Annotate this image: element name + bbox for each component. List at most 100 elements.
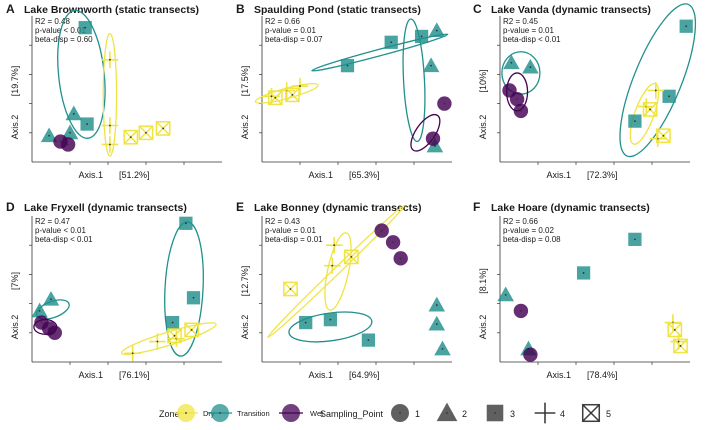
- center-dot: [333, 244, 336, 247]
- boxed-x-frame: [155, 121, 171, 136]
- triangle-marker: [65, 105, 83, 121]
- stat-line: beta-disp = 0.08: [503, 235, 561, 244]
- center-dot: [69, 131, 71, 134]
- panel-letter: A: [6, 2, 15, 16]
- point-transition-sp3: [186, 291, 201, 305]
- point-dry-sp5: [667, 322, 683, 338]
- center-dot: [582, 272, 585, 274]
- point-dry-sp5: [285, 87, 300, 103]
- center-dot: [59, 140, 62, 143]
- center-dot: [129, 136, 132, 139]
- point-transition-sp2: [428, 22, 446, 38]
- center-dot: [516, 98, 518, 101]
- boxed-x-frame: [667, 322, 683, 338]
- point-transition-sp3: [576, 266, 591, 280]
- legend-sampling-4: 4: [534, 402, 565, 424]
- stat-line: R2 = 0.43: [265, 217, 300, 226]
- center-dot: [504, 293, 507, 296]
- panel-letter: E: [236, 200, 244, 214]
- x-axis-percent: [72.3%]: [587, 170, 618, 180]
- boxed-x-frame: [184, 322, 199, 338]
- center-dot: [289, 288, 292, 290]
- triangle-marker: [40, 127, 58, 143]
- ellipse-dry: [120, 322, 217, 356]
- y-axis-percent: [10%]: [478, 69, 488, 92]
- ellipse-dry: [324, 232, 352, 311]
- point-transition-sp2: [31, 302, 48, 318]
- point-transition-sp2: [522, 58, 539, 74]
- boxed-x-frame: [642, 102, 658, 117]
- point-transition-sp3: [340, 59, 355, 73]
- triangle-marker: [522, 58, 539, 74]
- point-dry-sp5: [283, 281, 298, 297]
- panel-letter: F: [473, 200, 480, 214]
- center-dot: [48, 134, 50, 137]
- y-axis-percent: [12.7%]: [240, 266, 250, 297]
- center-dot: [399, 412, 401, 414]
- point-transition-sp3: [679, 19, 693, 33]
- point-dry-sp5: [184, 322, 199, 338]
- panel-title: Lake Fryxell (dynamic transects): [24, 202, 187, 214]
- center-dot: [329, 318, 332, 321]
- point-dry-sp5: [673, 338, 688, 354]
- plot-area: [500, 216, 690, 362]
- ellipse-dry: [102, 32, 118, 157]
- point-transition-sp3: [78, 21, 92, 35]
- stat-line: beta-disp = 0.07: [265, 35, 323, 44]
- x-axis-percent: [64.9%]: [349, 370, 380, 380]
- point-wet-sp1: [437, 96, 452, 111]
- ellipse-transition: [402, 18, 426, 143]
- stat-line: p-value = 0.01: [265, 26, 316, 35]
- center-dot: [304, 321, 307, 324]
- center-dot: [677, 340, 680, 343]
- triangle-marker: [428, 296, 446, 312]
- point-transition-sp2: [503, 54, 520, 70]
- triangle-marker: [428, 315, 446, 331]
- point-transition-sp2: [40, 127, 58, 143]
- center-dot: [430, 64, 432, 67]
- point-transition-sp2: [434, 340, 451, 356]
- legend-zone-title: Zone: [159, 409, 180, 419]
- boxed-x-frame: [138, 125, 154, 141]
- center-dot: [367, 339, 370, 341]
- triangle-marker: [503, 54, 520, 70]
- point-dry-sp4: [291, 77, 309, 95]
- center-dot: [634, 120, 636, 123]
- point-wet-sp1: [385, 235, 401, 250]
- point-transition-sp2: [42, 290, 60, 306]
- center-dot: [38, 310, 41, 312]
- stat-line: R2 = 0.48: [35, 17, 70, 26]
- x-axis-label: Axis.1: [546, 170, 571, 180]
- point-transition-sp3: [179, 216, 193, 230]
- boxed-x-frame: [673, 338, 688, 354]
- panel-title: Spaulding Pond (static transects): [254, 4, 421, 16]
- point-wet-sp1: [374, 223, 389, 238]
- center-dot: [435, 29, 438, 32]
- center-dot: [685, 25, 688, 28]
- x-axis-percent: [78.4%]: [587, 370, 618, 380]
- point-transition-sp3: [628, 232, 642, 246]
- panel-title: Lake Bonney (dynamic transects): [254, 202, 421, 214]
- panel-letter: B: [236, 2, 245, 16]
- point-dry-sp4: [324, 257, 341, 274]
- point-wet-sp1: [513, 303, 529, 319]
- center-dot: [654, 89, 657, 92]
- center-dot: [331, 264, 334, 267]
- stat-line: beta-disp = 0.01: [265, 235, 323, 244]
- legend-sampling-label: 2: [462, 409, 467, 419]
- zone-swatch-dot: [185, 412, 187, 414]
- y-axis-label: Axis.2: [240, 315, 250, 340]
- center-dot: [443, 102, 446, 105]
- y-axis-label: Axis.2: [10, 115, 20, 140]
- legend-sampling-label: 3: [510, 409, 515, 419]
- triangle-marker: [497, 286, 514, 302]
- circle-icon: [391, 404, 409, 422]
- boxed-x-frame: [285, 87, 300, 103]
- legend-sampling-label: 4: [560, 409, 565, 419]
- panel-E: E Lake Bonney (dynamic transects) R2 = 0.4…: [236, 200, 452, 380]
- boxed-x-frame: [167, 328, 182, 344]
- center-dot: [392, 241, 394, 244]
- center-dot: [510, 61, 513, 64]
- center-dot: [109, 58, 111, 61]
- center-dot: [67, 143, 69, 146]
